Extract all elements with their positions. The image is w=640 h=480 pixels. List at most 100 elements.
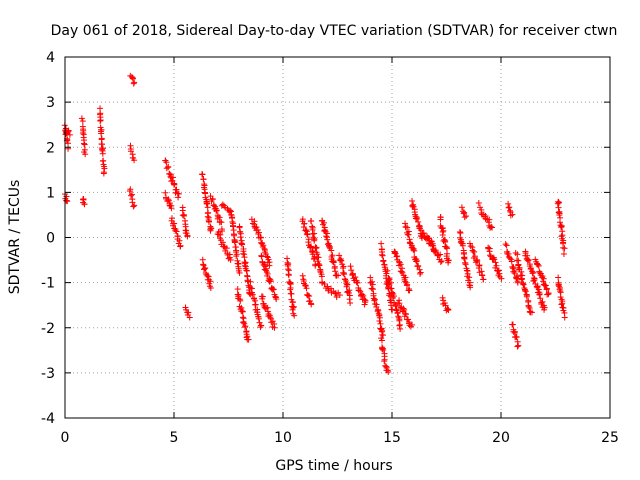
data-point — [513, 334, 520, 341]
data-point — [307, 243, 314, 250]
data-point — [314, 258, 321, 265]
data-point — [400, 305, 407, 312]
data-point — [264, 253, 271, 260]
data-point — [476, 262, 483, 269]
data-point — [545, 290, 552, 297]
data-point — [307, 300, 314, 307]
data-point — [235, 263, 242, 270]
data-point — [413, 257, 420, 264]
data-point — [267, 278, 274, 285]
data-point — [347, 263, 354, 270]
data-point — [415, 218, 422, 225]
data-point — [345, 289, 352, 296]
data-point — [385, 368, 392, 375]
data-point — [239, 308, 246, 315]
data-point — [264, 270, 271, 277]
data-point — [315, 254, 322, 261]
data-point — [520, 281, 527, 288]
data-point — [200, 184, 207, 191]
data-point — [518, 275, 525, 282]
data-point — [528, 309, 535, 316]
data-point — [299, 216, 306, 223]
data-point — [99, 150, 106, 157]
data-point — [227, 256, 234, 263]
data-point — [252, 301, 259, 308]
data-point — [311, 236, 318, 243]
data-point — [80, 134, 87, 141]
data-point — [522, 250, 529, 257]
data-point — [437, 216, 444, 223]
data-point — [381, 356, 388, 363]
data-point — [488, 223, 495, 230]
data-point — [175, 190, 182, 197]
data-point — [523, 293, 530, 300]
data-point — [346, 296, 353, 303]
data-point — [309, 224, 316, 231]
data-point — [311, 255, 318, 262]
data-point — [243, 328, 250, 335]
data-point — [464, 270, 471, 277]
data-point — [398, 268, 405, 275]
data-point — [526, 261, 533, 268]
data-point — [437, 258, 444, 265]
data-point — [380, 332, 387, 339]
y-tick-label: 4 — [46, 50, 55, 66]
data-point — [323, 233, 330, 240]
data-point — [560, 250, 567, 257]
data-point — [255, 315, 262, 322]
data-point — [466, 274, 473, 281]
data-point — [511, 328, 518, 335]
data-point — [360, 292, 367, 299]
data-point — [475, 199, 482, 206]
data-point — [289, 299, 296, 306]
data-point — [411, 247, 418, 254]
data-point — [471, 253, 478, 260]
data-point — [240, 319, 247, 326]
data-point — [479, 272, 486, 279]
data-point — [417, 270, 424, 277]
data-point — [369, 286, 376, 293]
data-point — [265, 256, 272, 263]
data-point — [199, 171, 206, 178]
data-point — [170, 174, 177, 181]
data-point — [445, 257, 452, 264]
data-point — [81, 141, 88, 148]
data-point — [380, 257, 387, 264]
data-point — [100, 170, 107, 177]
data-point — [162, 189, 169, 196]
x-axis-label: GPS time / hours — [275, 458, 392, 474]
data-point — [130, 80, 137, 87]
data-point — [380, 347, 387, 354]
data-point — [508, 258, 515, 265]
data-point — [205, 218, 212, 225]
data-point — [457, 234, 464, 241]
data-point — [262, 250, 269, 257]
data-point — [270, 286, 277, 293]
data-point — [258, 252, 265, 259]
data-point — [493, 262, 500, 269]
data-point — [344, 281, 351, 288]
data-point — [245, 336, 252, 343]
data-point — [439, 232, 446, 239]
data-point — [273, 296, 280, 303]
data-point — [558, 224, 565, 231]
data-point — [131, 202, 138, 209]
data-point — [463, 213, 470, 220]
data-point — [338, 257, 345, 264]
data-point — [66, 131, 73, 138]
data-point — [255, 229, 262, 236]
data-point — [320, 219, 327, 226]
data-point — [458, 204, 465, 211]
data-point — [229, 218, 236, 225]
data-point — [170, 180, 177, 187]
data-point — [311, 230, 318, 237]
grid — [65, 57, 610, 418]
data-point — [409, 244, 416, 251]
data-point — [410, 246, 417, 253]
plot-frame — [64, 56, 611, 419]
data-point — [251, 218, 258, 225]
data-point — [461, 209, 468, 216]
y-tick-label: -4 — [41, 411, 55, 427]
